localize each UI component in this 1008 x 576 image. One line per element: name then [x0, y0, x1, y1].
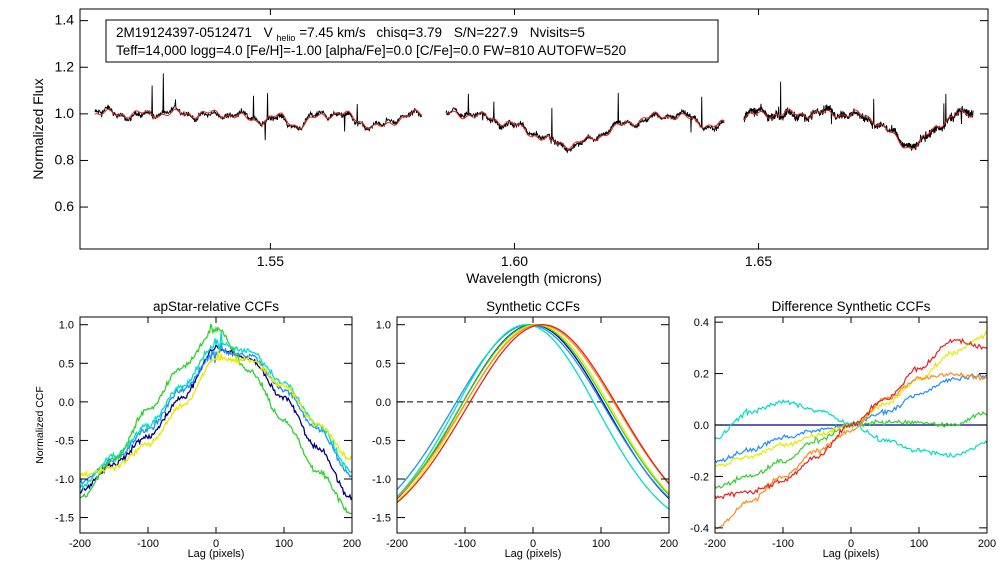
- spectrum-xtick-label: 1.65: [745, 253, 772, 269]
- spectrum-ylabel: Normalized Flux: [30, 78, 46, 179]
- apstar-ccf-ticks: -200 -100 0 100 200 -1.5 -1.0 -0.5 0.0 0.5 1.0: [55, 317, 361, 550]
- apstar_ccf-xtick-label: 200: [343, 538, 361, 550]
- spectrum-panel: 1.55 1.60 1.65 0.6 0.8 1.0 1.2 1.4 Wavelength (…: [30, 8, 989, 286]
- difference-ccf-visit-3: [714, 398, 988, 458]
- difference-ccf-visit-4: [714, 411, 988, 489]
- apstar-ccf-lines: [79, 323, 353, 515]
- synthetic-ccf-panel: Synthetic CCFs -200 -100 0 100 200 -1.5 -1.0 -0…: [372, 299, 678, 560]
- synthetic-ccf-visit-7: [396, 324, 670, 504]
- synthetic-ccf-visit-3: [396, 324, 670, 510]
- difference_ccf-xtick-label: 100: [910, 538, 928, 550]
- star-id: 2M19124397-0512471: [116, 25, 252, 40]
- apstar_ccf-ytick-label: 0.5: [59, 358, 74, 370]
- apstar_ccf-ytick-label: 0.0: [59, 397, 74, 409]
- difference-ccf-title: Difference Synthetic CCFs: [772, 299, 931, 314]
- spectrum-ytick-label: 0.6: [55, 198, 75, 214]
- difference-ccf-panel: Difference Synthetic CCFs -200 -100 0 100 20…: [690, 299, 996, 560]
- apstar_ccf-xtick-label: 0: [213, 538, 219, 550]
- difference-ccf-visit-2: [714, 373, 988, 464]
- annotation-box: 2M19124397-0512471 V helio =7.45 km/s ch…: [105, 19, 719, 63]
- apstar_ccf-ytick-label: -0.5: [55, 435, 74, 447]
- synthetic_ccf-ytick-label: -0.5: [372, 435, 391, 447]
- difference-ccf-lines: [714, 330, 988, 530]
- observed-spectrum-chip-2: [445, 92, 725, 154]
- model-spectrum-chip-3: [743, 108, 974, 150]
- apstar-ccf-ylabel: Normalized CCF: [34, 386, 46, 464]
- synthetic-ccf-ticks: -200 -100 0 100 200 -1.5 -1.0 -0.5 0.0 0.5 1.0: [372, 317, 678, 550]
- difference_ccf-xtick-label: -200: [704, 538, 726, 550]
- snr-value: S/N=227.9: [454, 25, 518, 40]
- apstar-ccf-visit-1: [79, 343, 353, 501]
- synthetic_ccf-xtick-label: 200: [660, 538, 678, 550]
- synthetic-ccf-visit-1: [396, 324, 670, 500]
- observed-spectrum-chip-3: [743, 81, 974, 152]
- synthetic-ccf-lines: [396, 324, 670, 510]
- apstar_ccf-ytick-label: 1.0: [59, 320, 74, 332]
- apstar-ccf-panel: apStar-relative CCFs -200 -100 0 100 200 -1.5…: [34, 299, 361, 560]
- difference_ccf-xtick-label: -100: [772, 538, 794, 550]
- synthetic_ccf-ytick-label: -1.5: [372, 513, 391, 525]
- synthetic_ccf-xtick-label: -200: [386, 538, 408, 550]
- vhelio-subscript: helio: [276, 33, 295, 43]
- spectrum-xlabel: Wavelength (microns): [466, 270, 602, 286]
- annotation-line-1: 2M19124397-0512471 V helio =7.45 km/s ch…: [116, 25, 585, 44]
- synthetic_ccf-xtick-label: 100: [592, 538, 610, 550]
- difference_ccf-ytick-label: 0.0: [694, 420, 709, 432]
- spectrum-lines: [94, 73, 974, 154]
- observed-spectrum-chip-1: [94, 73, 423, 141]
- vhelio-value: =7.45 km/s: [299, 25, 366, 40]
- synthetic-ccf-visit-6: [396, 324, 670, 499]
- synthetic-ccf-visit-5: [396, 324, 670, 502]
- spectrum-ticks: 1.55 1.60 1.65 0.6 0.8 1.0 1.2 1.4: [55, 9, 988, 269]
- model-spectrum-chip-1: [94, 108, 422, 130]
- apstar-ccf-visit-4: [79, 323, 353, 515]
- chisq-value: chisq=3.79: [376, 25, 442, 40]
- spectrum-xtick-label: 1.60: [501, 253, 528, 269]
- apstar_ccf-ytick-label: -1.5: [55, 513, 74, 525]
- difference_ccf-xtick-label: 200: [978, 538, 996, 550]
- difference_ccf-ytick-label: -0.4: [690, 523, 709, 535]
- synthetic-ccf-xlabel: Lag (pixels): [505, 548, 562, 560]
- apstar-ccf-title: apStar-relative CCFs: [153, 299, 279, 314]
- synthetic_ccf-xtick-label: 0: [530, 538, 536, 550]
- synthetic_ccf-ytick-label: -1.0: [372, 474, 391, 486]
- model-spectrum-chip-2: [445, 110, 725, 150]
- synthetic-ccf-visit-2: [396, 324, 670, 499]
- difference-ccf-visit-7: [714, 337, 988, 500]
- difference_ccf-xtick-label: 0: [848, 538, 854, 550]
- synthetic_ccf-xtick-label: -100: [454, 538, 476, 550]
- difference_ccf-ytick-label: 0.2: [694, 369, 709, 381]
- annotation-line-2: Teff=14,000 logg=4.0 [Fe/H]=-1.00 [alpha…: [116, 43, 626, 58]
- synthetic_ccf-ytick-label: 0.5: [376, 358, 391, 370]
- difference_ccf-ytick-label: 0.4: [694, 317, 709, 329]
- apstar_ccf-xtick-label: -200: [69, 538, 91, 550]
- spectrum-ytick-label: 1.4: [55, 12, 75, 28]
- annotation-frame: [105, 19, 719, 63]
- synthetic-ccf-visit-4: [396, 324, 670, 499]
- difference_ccf-ytick-label: -0.2: [690, 471, 709, 483]
- apstar-ccf-xlabel: Lag (pixels): [188, 548, 245, 560]
- apstar-ccf-visit-2: [79, 342, 353, 485]
- synthetic_ccf-ytick-label: 0.0: [376, 397, 391, 409]
- difference-ccf-ticks: -200 -100 0 100 200 -0.4 -0.2 0.0 0.2 0.4: [690, 317, 996, 550]
- vhelio-label: V: [264, 25, 273, 40]
- synthetic-ccf-title: Synthetic CCFs: [486, 299, 580, 314]
- apstar_ccf-xtick-label: 100: [275, 538, 293, 550]
- spectrum-xtick-label: 1.55: [257, 253, 284, 269]
- nvisits-value: Nvisits=5: [530, 25, 585, 40]
- spectrum-ytick-label: 1.2: [55, 58, 75, 74]
- difference-ccf-xlabel: Lag (pixels): [823, 548, 880, 560]
- apstar_ccf-ytick-label: -1.0: [55, 474, 74, 486]
- difference-ccf-visit-6: [715, 371, 988, 530]
- apstar-ccf-visit-5: [79, 349, 353, 478]
- synthetic_ccf-ytick-label: 1.0: [376, 320, 391, 332]
- apstar_ccf-xtick-label: -100: [137, 538, 159, 550]
- difference-ccf-visit-5: [714, 330, 988, 468]
- spectrum-axes-frame: [79, 8, 989, 250]
- spectrum-ytick-label: 1.0: [55, 105, 75, 121]
- spectrum-ytick-label: 0.8: [55, 151, 75, 167]
